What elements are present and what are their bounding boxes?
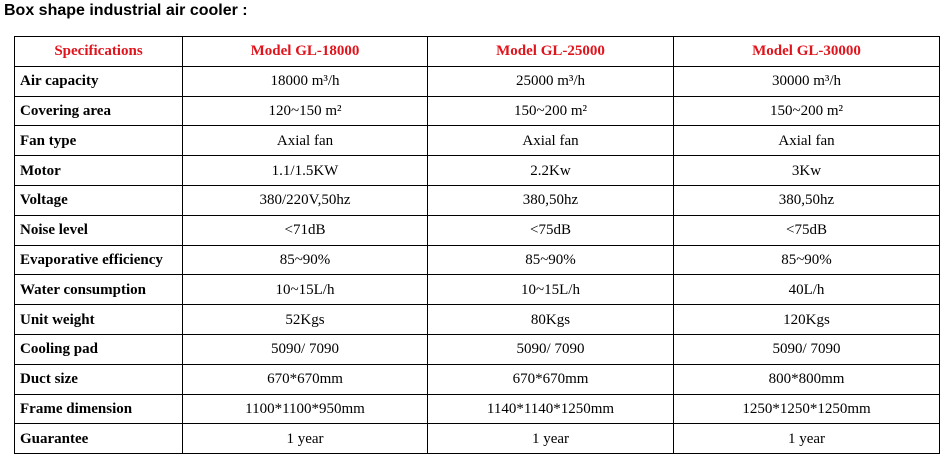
spec-value: 1.1/1.5KW	[182, 155, 428, 186]
table-row: Unit weight 52Kgs 80Kgs 120Kgs	[14, 304, 940, 335]
spec-value: <75dB	[427, 214, 674, 246]
spec-value: Axial fan	[673, 125, 940, 157]
spec-value: 1 year	[427, 423, 674, 455]
table-row: Water consumption 10~15L/h 10~15L/h 40L/h	[14, 274, 940, 306]
header-model-gl-18000: Model GL-18000	[182, 36, 428, 67]
table-row: Cooling pad 5090/ 7090 5090/ 7090 5090/ 709…	[14, 333, 940, 365]
spec-value: 5090/ 7090	[673, 333, 940, 365]
spec-value: 380,50hz	[427, 184, 674, 216]
spec-label: Fan type	[14, 125, 183, 157]
spec-label: Water consumption	[14, 274, 183, 306]
spec-value: 5090/ 7090	[427, 333, 674, 365]
table-row: Air capacity 18000 m³/h 25000 m³/h 30000 m³…	[14, 65, 940, 97]
header-model-gl-25000: Model GL-25000	[427, 36, 674, 67]
spec-value: 1250*1250*1250mm	[673, 393, 940, 425]
spec-label: Covering area	[14, 95, 183, 127]
table-row: Evaporative efficiency 85~90% 85~90% 85~90%	[14, 244, 940, 276]
spec-value: <75dB	[673, 214, 940, 246]
spec-value: 1 year	[673, 423, 940, 455]
header-specifications: Specifications	[14, 36, 183, 67]
table-row: Motor 1.1/1.5KW 2.2Kw 3Kw	[14, 155, 940, 186]
spec-value: 10~15L/h	[427, 274, 674, 306]
table-row: Voltage 380/220V,50hz 380,50hz 380,50hz	[14, 184, 940, 216]
spec-value: 25000 m³/h	[427, 65, 674, 97]
table-row: Frame dimension 1100*1100*950mm 1140*1140*…	[14, 393, 940, 425]
table-row: Noise level <71dB <75dB <75dB	[14, 214, 940, 246]
spec-label: Air capacity	[14, 65, 183, 97]
spec-value: 1 year	[182, 423, 428, 455]
specifications-table: Specifications Model GL-18000 Model GL-2…	[14, 36, 940, 455]
spec-value: 120Kgs	[673, 304, 940, 335]
spec-value: 670*670mm	[182, 363, 428, 395]
specifications-table-body: Specifications Model GL-18000 Model GL-2…	[14, 36, 940, 455]
table-row: Duct size 670*670mm 670*670mm 800*800mm	[14, 363, 940, 395]
spec-value: 120~150 m²	[182, 95, 428, 127]
spec-label: Motor	[14, 155, 183, 186]
table-row: Guarantee 1 year 1 year 1 year	[14, 423, 940, 455]
page-title: Box shape industrial air cooler :	[4, 2, 248, 19]
spec-value: 150~200 m²	[427, 95, 674, 127]
spec-value: 18000 m³/h	[182, 65, 428, 97]
spec-value: 380,50hz	[673, 184, 940, 216]
spec-value: 85~90%	[673, 244, 940, 276]
spec-label: Noise level	[14, 214, 183, 246]
spec-value: 52Kgs	[182, 304, 428, 335]
header-model-gl-30000: Model GL-30000	[673, 36, 940, 67]
spec-label: Unit weight	[14, 304, 183, 335]
spec-value: Axial fan	[182, 125, 428, 157]
spec-value: 670*670mm	[427, 363, 674, 395]
spec-label: Duct size	[14, 363, 183, 395]
spec-value: 150~200 m²	[673, 95, 940, 127]
table-row: Fan type Axial fan Axial fan Axial fan	[14, 125, 940, 157]
spec-value: 80Kgs	[427, 304, 674, 335]
spec-value: 1100*1100*950mm	[182, 393, 428, 425]
spec-label: Guarantee	[14, 423, 183, 455]
spec-value: <71dB	[182, 214, 428, 246]
spec-label: Frame dimension	[14, 393, 183, 425]
spec-value: 30000 m³/h	[673, 65, 940, 97]
spec-value: Axial fan	[427, 125, 674, 157]
spec-value: 85~90%	[182, 244, 428, 276]
spec-value: 2.2Kw	[427, 155, 674, 186]
spec-value: 380/220V,50hz	[182, 184, 428, 216]
table-header-row: Specifications Model GL-18000 Model GL-2…	[14, 36, 940, 67]
spec-value: 40L/h	[673, 274, 940, 306]
spec-value: 800*800mm	[673, 363, 940, 395]
spec-label: Cooling pad	[14, 333, 183, 365]
spec-value: 10~15L/h	[182, 274, 428, 306]
spec-label: Voltage	[14, 184, 183, 216]
spec-label: Evaporative efficiency	[14, 244, 183, 276]
spec-value: 3Kw	[673, 155, 940, 186]
spec-value: 5090/ 7090	[182, 333, 428, 365]
spec-value: 85~90%	[427, 244, 674, 276]
spec-value: 1140*1140*1250mm	[427, 393, 674, 425]
table-row: Covering area 120~150 m² 150~200 m² 150~200…	[14, 95, 940, 127]
